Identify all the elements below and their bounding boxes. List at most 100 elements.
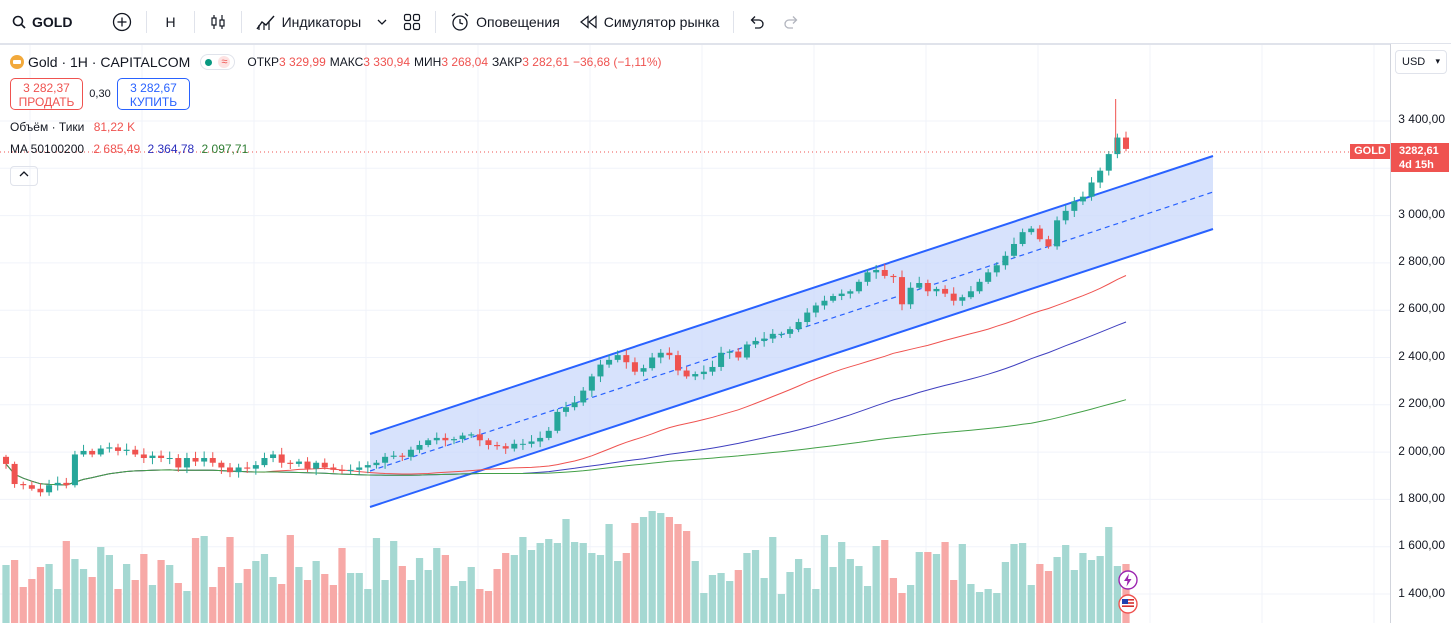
candle-up [166,458,173,460]
chart-type-button[interactable] [199,0,237,44]
interval-button[interactable]: H [151,0,189,44]
volume-bar [295,567,303,623]
volume-bar [820,535,829,623]
redo-button[interactable] [774,0,810,44]
volume-bar [648,511,656,623]
candle-up [606,359,613,365]
alerts-label: Оповещения [476,13,560,30]
volume-bar [941,542,949,623]
candle-up [97,448,104,455]
price-axis[interactable]: USD ▾ 3 400,00 3282,61 4d 15h 3 000,00 2… [1390,44,1451,623]
volume-bar [140,554,148,623]
volume-bar [79,569,88,623]
candle-up [545,430,552,438]
volume-bar [390,541,398,623]
axis-tick: 1 600,00 [1398,538,1445,552]
candle-up [1097,170,1104,183]
indicators-button[interactable]: Индикаторы [246,0,372,44]
alerts-button[interactable]: Оповещения [440,0,570,44]
ma-legend[interactable]: MA 50100200 2 685,49 2 364,78 2 097,71 [10,142,666,156]
delayed-data-icon: ≈ [218,56,231,68]
candle-up [313,462,320,469]
volume-bar [519,537,527,623]
currency-dropdown[interactable]: USD ▾ [1395,50,1447,74]
candle-up [967,291,974,298]
candle-up [235,467,242,473]
volume-bar [1105,527,1113,623]
candle-up [657,352,664,358]
volume-bar [863,586,872,623]
price-chart[interactable] [0,45,1390,623]
candle-down [37,488,44,493]
volume-bar [321,574,329,623]
replay-button[interactable]: Симулятор рынка [570,0,730,44]
volume-bar [570,542,579,623]
sell-button[interactable]: 3 282,37 ПРОДАТЬ [10,78,83,110]
undo-button[interactable] [738,0,774,44]
candle-up [778,333,785,335]
candle-up [1071,201,1078,211]
candle-up [812,305,819,313]
candle-up [1062,210,1069,221]
volume-legend[interactable]: Объём · Тики 81,22 K [10,120,666,134]
candle-down [63,482,70,486]
candle-down [2,456,10,464]
candle-up [580,390,587,403]
candle-up [1114,137,1121,155]
market-status-badge[interactable]: ≈ [200,54,236,70]
candle-up [1079,196,1086,202]
volume-bar [191,538,200,623]
candle-down [330,467,337,470]
candle-down [950,293,957,301]
volume-bar [97,547,105,623]
volume-bar [1113,566,1122,623]
volume-bar [174,583,182,623]
divider [193,10,195,33]
candle-up [519,443,526,445]
candle-down [226,467,234,473]
low-label: МИН [414,55,442,69]
legend-symbol-title[interactable]: Gold · 1H · CAPITALCOM [28,54,191,70]
volume-bar [346,573,355,623]
candle-up [390,455,397,457]
candle-down [735,351,742,358]
volume-bar [372,538,381,623]
volume-bar [1079,553,1087,623]
undo-icon [751,15,765,29]
volume-bar [872,546,880,623]
candle-up [933,288,940,292]
chart-pane[interactable] [0,44,1390,623]
volume-bar [614,561,622,623]
lightning-event-icon[interactable] [1118,570,1138,590]
chevron-down-icon [377,19,387,25]
ma100-value: 2 364,78 [147,142,195,156]
symbol-search[interactable]: GOLD [0,0,82,44]
volume-bar [846,559,854,623]
volume-bar [209,587,217,623]
add-symbol-button[interactable] [82,0,142,44]
volume-bar [924,552,932,623]
candle-up [364,465,371,468]
candle-up [416,445,423,450]
buy-button[interactable]: 3 282,67 КУПИТЬ [117,78,190,110]
axis-tick: 3 400,00 [1398,112,1445,126]
chart-legend: Gold · 1H · CAPITALCOM ≈ ОТКР 3 329,99 М… [10,52,666,156]
candle-up [864,272,871,282]
divider [240,10,242,33]
volume-bar [2,565,10,623]
collapse-legend-button[interactable] [10,166,38,186]
candle-down [442,437,449,441]
candle-up [786,329,794,334]
us-flag-event-icon[interactable] [1118,594,1138,614]
volume-bar [493,569,501,623]
candle-up [261,458,268,466]
buy-price: 3 282,67 [130,81,177,95]
candle-down [683,370,690,377]
candle-down [304,461,311,469]
chevron-up-icon [19,171,29,177]
layout-button[interactable] [393,0,431,44]
templates-dropdown[interactable] [371,0,393,44]
buy-label: КУПИТЬ [129,95,178,109]
candles-icon [210,14,225,29]
divider [733,10,735,33]
